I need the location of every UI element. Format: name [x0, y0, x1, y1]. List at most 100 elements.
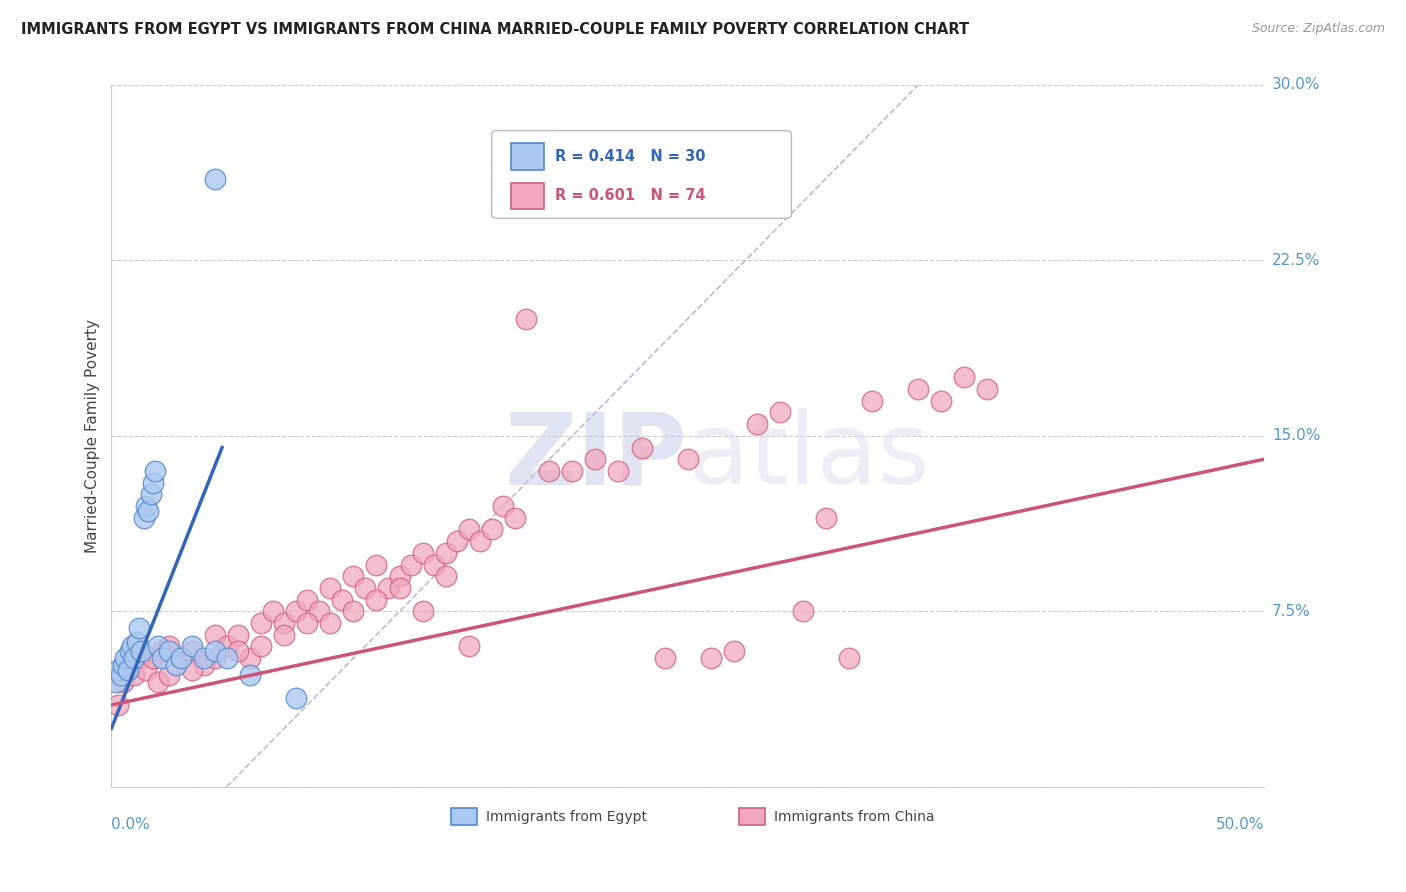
Point	[142, 475, 165, 490]
Point	[377, 581, 399, 595]
Point	[492, 499, 515, 513]
Point	[699, 651, 721, 665]
Point	[105, 674, 128, 689]
Point	[146, 640, 169, 654]
Point	[124, 651, 146, 665]
Point	[181, 663, 204, 677]
Text: Immigrants from China: Immigrants from China	[775, 810, 935, 823]
Point	[136, 504, 159, 518]
Point	[769, 405, 792, 419]
Point	[284, 604, 307, 618]
Point	[284, 690, 307, 705]
FancyBboxPatch shape	[740, 808, 765, 825]
Point	[169, 651, 191, 665]
Point	[132, 510, 155, 524]
Point	[273, 616, 295, 631]
Point	[515, 312, 537, 326]
Point	[125, 634, 148, 648]
Point	[165, 658, 187, 673]
Point	[110, 667, 132, 681]
Point	[654, 651, 676, 665]
Point	[117, 663, 139, 677]
Point	[354, 581, 377, 595]
Point	[676, 452, 699, 467]
Point	[319, 616, 342, 631]
Point	[131, 644, 153, 658]
Text: IMMIGRANTS FROM EGYPT VS IMMIGRANTS FROM CHINA MARRIED-COUPLE FAMILY POVERTY COR: IMMIGRANTS FROM EGYPT VS IMMIGRANTS FROM…	[21, 22, 969, 37]
Text: 50.0%: 50.0%	[1216, 817, 1264, 832]
Point	[169, 651, 191, 665]
FancyBboxPatch shape	[451, 808, 477, 825]
Point	[907, 382, 929, 396]
Point	[226, 628, 249, 642]
Point	[503, 510, 526, 524]
Text: 7.5%: 7.5%	[1272, 604, 1310, 619]
Point	[150, 644, 173, 658]
Point	[929, 393, 952, 408]
Point	[150, 651, 173, 665]
Point	[412, 604, 434, 618]
FancyBboxPatch shape	[512, 183, 544, 210]
Text: 30.0%: 30.0%	[1272, 78, 1320, 93]
Text: 22.5%: 22.5%	[1272, 253, 1320, 268]
Point	[273, 628, 295, 642]
Point	[630, 441, 652, 455]
Point	[745, 417, 768, 432]
Point	[193, 651, 215, 665]
Point	[135, 499, 157, 513]
Point	[434, 569, 457, 583]
Point	[297, 592, 319, 607]
FancyBboxPatch shape	[492, 130, 792, 219]
Point	[204, 628, 226, 642]
Point	[135, 663, 157, 677]
Point	[143, 464, 166, 478]
Point	[412, 546, 434, 560]
Point	[723, 644, 745, 658]
Point	[308, 604, 330, 618]
Text: 0.0%: 0.0%	[111, 817, 150, 832]
Point	[838, 651, 860, 665]
Point	[118, 644, 141, 658]
Point	[388, 569, 411, 583]
Point	[860, 393, 883, 408]
Point	[111, 674, 134, 689]
Point	[457, 640, 479, 654]
Text: Immigrants from Egypt: Immigrants from Egypt	[486, 810, 647, 823]
Text: Source: ZipAtlas.com: Source: ZipAtlas.com	[1251, 22, 1385, 36]
FancyBboxPatch shape	[512, 144, 544, 169]
Point	[117, 663, 139, 677]
Point	[297, 616, 319, 631]
Point	[423, 558, 446, 572]
Point	[107, 698, 129, 712]
Point	[330, 592, 353, 607]
Point	[114, 651, 136, 665]
Point	[250, 616, 273, 631]
Point	[181, 640, 204, 654]
Point	[121, 640, 143, 654]
Point	[953, 370, 976, 384]
Text: 15.0%: 15.0%	[1272, 428, 1320, 443]
Point	[399, 558, 422, 572]
Point	[107, 663, 129, 677]
Point	[457, 523, 479, 537]
Point	[181, 644, 204, 658]
Point	[814, 510, 837, 524]
Point	[111, 658, 134, 673]
Point	[226, 644, 249, 658]
Point	[215, 640, 238, 654]
Point	[388, 581, 411, 595]
Point	[142, 651, 165, 665]
Point	[366, 592, 388, 607]
Point	[128, 621, 150, 635]
Point	[157, 667, 180, 681]
Point	[128, 651, 150, 665]
Point	[434, 546, 457, 560]
Point	[193, 658, 215, 673]
Text: R = 0.601   N = 74: R = 0.601 N = 74	[555, 188, 706, 203]
Point	[204, 651, 226, 665]
Point	[342, 569, 364, 583]
Y-axis label: Married-Couple Family Poverty: Married-Couple Family Poverty	[86, 319, 100, 553]
Point	[470, 534, 492, 549]
Point	[342, 604, 364, 618]
Point	[319, 581, 342, 595]
